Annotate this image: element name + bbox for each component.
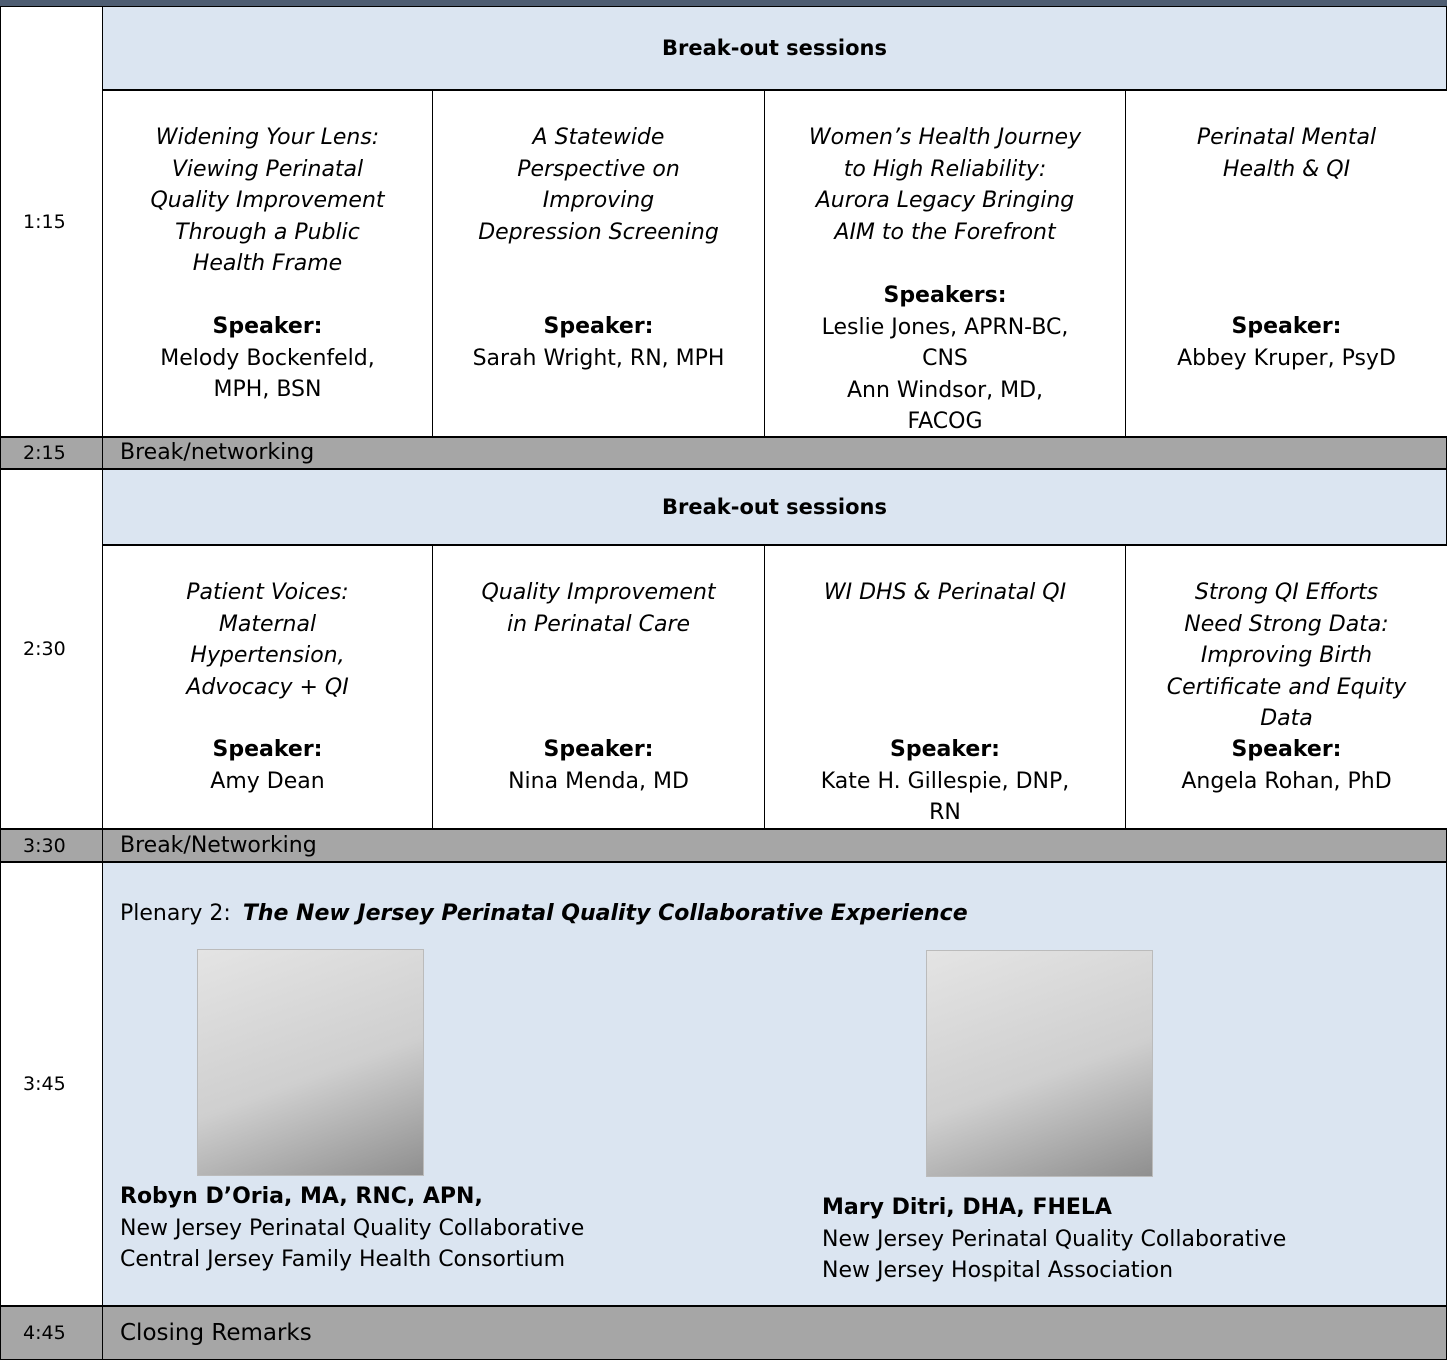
session-header: Break-out sessions <box>102 469 1447 545</box>
title-line: Data <box>1260 706 1313 731</box>
speaker-block: Speaker: Nina Menda, MD <box>433 734 764 797</box>
presenter-affiliation: New Jersey Perinatal Quality Collaborati… <box>822 1226 1287 1252</box>
speaker-name: RN <box>929 800 961 825</box>
title-line: Widening Your Lens: <box>155 125 380 150</box>
speaker-photo <box>197 949 424 1176</box>
speaker-label: Speaker: <box>1231 737 1342 762</box>
speaker-block: Speakers: Leslie Jones, APRN-BC, CNS Ann Wi… <box>765 280 1125 438</box>
title-line: Women’s Health Journey <box>808 125 1082 150</box>
speaker-name: Amy Dean <box>210 768 325 794</box>
speaker-label: Speaker: <box>543 737 654 762</box>
title-line: Depression Screening <box>478 219 719 245</box>
session-title: Perinatal Mental Health & QI <box>1126 122 1447 185</box>
speaker-label: Speaker: <box>1231 314 1342 339</box>
title-line: Health Frame <box>192 251 343 276</box>
title-line: Certificate and Equity <box>1166 674 1407 700</box>
speaker-name: Abbey Kruper, PsyD <box>1177 345 1396 371</box>
title-line: AIM to the Forefront <box>834 219 1056 245</box>
plenary-title: The New Jersey Perinatal Quality Collabo… <box>242 901 968 926</box>
title-line: Aurora Legacy Bringing <box>815 188 1075 213</box>
title-line: Patient Voices: <box>186 580 349 605</box>
title-line: Through a Public <box>175 219 360 245</box>
title-line: Health & QI <box>1222 156 1351 182</box>
title-line: Strong QI Efforts <box>1194 580 1379 605</box>
session-cell: Patient Voices: Maternal Hypertension, Advo… <box>102 545 433 829</box>
speaker-block: Speaker: Amy Dean <box>103 734 432 797</box>
title-line: Maternal <box>218 611 317 637</box>
presenter-affiliation: New Jersey Perinatal Quality Collaborati… <box>120 1215 585 1241</box>
plenary-heading: Plenary 2: The New Jersey Perinatal Quali… <box>120 898 968 930</box>
session-title: Quality Improvement in Perinatal Care <box>433 577 764 640</box>
time-cell: 2:30 <box>0 469 103 829</box>
title-line: to High Reliability: <box>843 156 1047 182</box>
speaker-label: Speaker: <box>212 737 323 762</box>
break-cell: Break/networking <box>102 437 1447 469</box>
speaker-label: Speaker: <box>890 737 1000 762</box>
title-line: Viewing Perinatal <box>171 156 364 182</box>
speaker-name: Nina Menda, MD <box>508 768 689 794</box>
plenary-prefix: Plenary 2: <box>120 901 231 926</box>
session-title: Strong QI Efforts Need Strong Data: Improv… <box>1126 577 1447 735</box>
speaker-name: MPH, BSN <box>213 377 322 402</box>
speaker-name: CNS <box>922 346 968 371</box>
presenter-info: Mary Ditri, DHA, FHELA New Jersey Perinat… <box>822 1192 1286 1287</box>
presenter-affiliation: Central Jersey Family Health Consortium <box>120 1247 566 1272</box>
presenter-info: Robyn D’Oria, MA, RNC, APN, New Jersey Pe… <box>120 1181 584 1276</box>
title-line: Quality Improvement <box>150 188 385 213</box>
top-bar <box>0 0 1447 6</box>
title-line: Advocacy + QI <box>186 674 349 700</box>
speaker-name: Kate H. Gillespie, DNP, <box>820 768 1070 794</box>
speaker-name: Leslie Jones, APRN-BC, <box>821 314 1069 340</box>
time-cell: 3:45 <box>0 862 103 1306</box>
speaker-block: Speaker: Angela Rohan, PhD <box>1126 734 1447 797</box>
break-cell: Break/Networking <box>102 829 1447 862</box>
presenter-affiliation: New Jersey Hospital Association <box>822 1258 1174 1283</box>
presenter-name: Robyn D’Oria, MA, RNC, APN, <box>120 1184 483 1209</box>
speaker-label: Speaker: <box>543 314 654 339</box>
title-line: Perspective on <box>517 156 680 182</box>
session-header: Break-out sessions <box>102 6 1447 90</box>
speaker-label: Speaker: <box>212 314 323 339</box>
speaker-name: Ann Windsor, MD, <box>846 377 1044 403</box>
speaker-photo <box>926 950 1153 1177</box>
presenter-name: Mary Ditri, DHA, FHELA <box>822 1195 1112 1220</box>
speaker-name: Angela Rohan, PhD <box>1181 768 1392 794</box>
title-line: Quality Improvement <box>481 580 716 605</box>
title-line: Perinatal Mental <box>1196 125 1377 150</box>
session-title: Widening Your Lens: Viewing Perinatal Qual… <box>103 122 432 280</box>
speaker-block: Speaker: Sarah Wright, RN, MPH <box>433 311 764 374</box>
break-cell: Closing Remarks <box>102 1306 1447 1360</box>
title-line: Need Strong Data: <box>1184 611 1389 637</box>
time-cell: 3:30 <box>0 829 103 862</box>
session-title: Patient Voices: Maternal Hypertension, Advo… <box>103 577 432 703</box>
session-cell: Quality Improvement in Perinatal Care Spea… <box>432 545 765 829</box>
speaker-block: Speaker: Abbey Kruper, PsyD <box>1126 311 1447 374</box>
session-title: A Statewide Perspective on Improving Depres… <box>433 122 764 248</box>
time-cell: 4:45 <box>0 1306 103 1360</box>
title-line: Improving <box>542 188 655 213</box>
session-cell: Strong QI Efforts Need Strong Data: Improv… <box>1125 545 1447 829</box>
title-line: A Statewide <box>532 125 665 150</box>
session-cell: Perinatal Mental Health & QI Speaker: Abbey… <box>1125 90 1447 437</box>
session-cell: WI DHS & Perinatal QI Speaker: Kate H. Gil… <box>764 545 1126 829</box>
title-line: WI DHS & Perinatal QI <box>823 580 1067 605</box>
speaker-name: FACOG <box>907 409 983 434</box>
speaker-label: Speakers: <box>883 283 1007 308</box>
title-line: Hypertension, <box>190 643 345 668</box>
plenary-cell: Plenary 2: The New Jersey Perinatal Quali… <box>102 862 1447 1306</box>
speaker-block: Speaker: Kate H. Gillespie, DNP, RN <box>765 734 1125 829</box>
speaker-block: Speaker: Melody Bockenfeld, MPH, BSN <box>103 311 432 406</box>
time-cell: 1:15 <box>0 6 103 437</box>
time-cell: 2:15 <box>0 437 103 469</box>
title-line: in Perinatal Care <box>506 611 691 637</box>
title-line: Improving Birth <box>1200 643 1373 668</box>
session-cell: A Statewide Perspective on Improving Depres… <box>432 90 765 437</box>
session-title: WI DHS & Perinatal QI <box>765 577 1125 609</box>
speaker-name: Melody Bockenfeld, <box>160 345 375 371</box>
session-title: Women’s Health Journey to High Reliabilit… <box>765 122 1125 248</box>
session-cell: Widening Your Lens: Viewing Perinatal Qual… <box>102 90 433 437</box>
speaker-name: Sarah Wright, RN, MPH <box>472 345 725 371</box>
session-cell: Women’s Health Journey to High Reliabilit… <box>764 90 1126 437</box>
